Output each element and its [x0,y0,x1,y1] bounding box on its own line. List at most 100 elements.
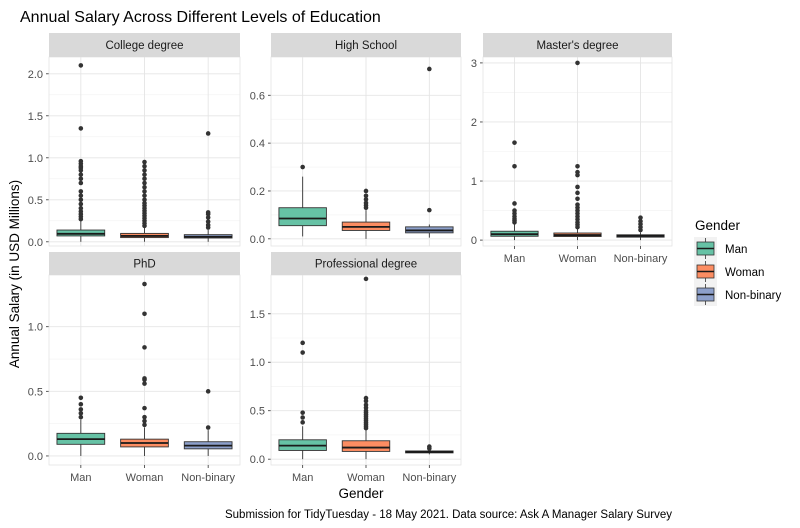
x-tick-label: Woman [126,472,164,484]
outlier-point [205,215,211,220]
box-man [278,164,327,237]
outlier-point [142,176,147,182]
outlier-point [142,414,147,420]
legend-label: Woman [725,267,764,279]
y-tick-label: 3 [471,58,477,70]
facet-panel: 0 1 2 3 Master's degree Man Woman Non-binary [471,33,673,265]
x-tick-label: Man [504,253,525,265]
facet-panel: 0.0 0.5 1.0 PhD Man Woman Non-binary [28,252,241,484]
y-tick-label: 0 [471,235,477,247]
outlier-point [142,381,147,386]
x-tick-label: Man [70,472,91,484]
outlier-point [78,189,84,194]
legend: Gender Man Woman Non-binary [694,218,781,306]
facet-strip-label: Professional degree [315,259,417,271]
x-tick-label: Woman [559,253,597,265]
box-non-binary [405,66,454,238]
outlier-point [78,176,84,182]
facet-strip-label: High School [335,40,397,52]
chart-title: Annual Salary Across Different Levels of… [20,9,381,26]
outlier-point [363,188,369,194]
outlier-point [575,163,580,169]
outlier-point [78,414,84,420]
box-iqr [278,207,327,227]
box-man [56,63,106,242]
outlier-point [78,197,84,203]
outlier-point [142,281,147,287]
facet-strip-label: PhD [133,259,155,271]
outlier-point [78,180,84,186]
facet-strip [483,33,672,57]
y-tick-label: 0.0 [28,237,43,249]
legend-item: Man [694,237,747,260]
outlier-point [78,395,84,401]
outlier-point [142,345,147,350]
x-tick-label: Non-binary [614,253,668,265]
outlier-point [205,425,211,430]
outlier-point [205,131,211,136]
outlier-point [142,193,147,198]
outlier-point [363,276,369,282]
outlier-point [363,200,369,206]
y-tick-label: 0.0 [28,451,43,463]
box-non-binary [405,444,454,455]
facet-strip-label: College degree [105,40,183,52]
outlier-point [575,184,580,190]
outlier-point [78,209,84,214]
outlier-point [300,164,305,170]
y-tick-label: 0.5 [28,386,43,398]
y-tick-label: 1 [471,176,477,188]
outlier-point [142,311,147,317]
outlier-point [512,163,517,169]
outlier-point [300,415,305,420]
outlier-point [142,184,147,190]
x-tick-label: Man [292,472,313,484]
outlier-point [205,222,211,228]
box-woman [120,159,169,242]
x-tick-label: Non-binary [181,472,235,484]
legend-item: Non-binary [694,283,781,306]
box-man [490,140,539,241]
y-tick-label: 0.0 [250,454,265,466]
outlier-point [78,201,84,207]
outlier-point [363,402,369,408]
facet-strip [49,252,240,275]
outlier-point [512,208,517,213]
outlier-point [638,218,643,224]
box-woman [341,188,391,239]
y-axis-title: Annual Salary (in USD Millions) [7,180,22,368]
outlier-point [300,340,305,346]
outlier-point [142,405,147,411]
outlier-point [363,197,369,202]
facet-panel: 0.0 0.5 1.0 1.5 Professional degree Man Woman N… [250,252,462,484]
legend-label: Non-binary [725,290,781,302]
outlier-point [638,215,643,220]
outlier-point [78,158,84,164]
y-tick-label: 0.5 [250,406,265,418]
outlier-point [78,172,84,177]
outlier-point [575,190,580,196]
y-tick-label: 1.5 [250,309,265,321]
outlier-point [300,350,305,355]
y-tick-label: 0.6 [250,90,265,102]
outlier-point [427,207,432,213]
x-tick-label: Woman [347,472,385,484]
outlier-point [78,193,84,198]
outlier-point [78,407,84,412]
outlier-point [78,401,84,407]
outlier-point [575,60,580,66]
legend-item: Woman [694,260,764,283]
outlier-point [427,66,432,72]
y-tick-label: 1.0 [28,153,43,165]
outlier-point [78,126,84,131]
outlier-point [142,163,147,169]
outlier-point [512,201,517,206]
box-non-binary [183,389,233,456]
outlier-point [142,376,147,381]
box-woman [120,281,169,456]
outlier-point [142,159,147,165]
y-tick-label: 0.0 [250,234,265,246]
legend-label: Man [725,244,747,256]
facet-strip [271,252,461,275]
